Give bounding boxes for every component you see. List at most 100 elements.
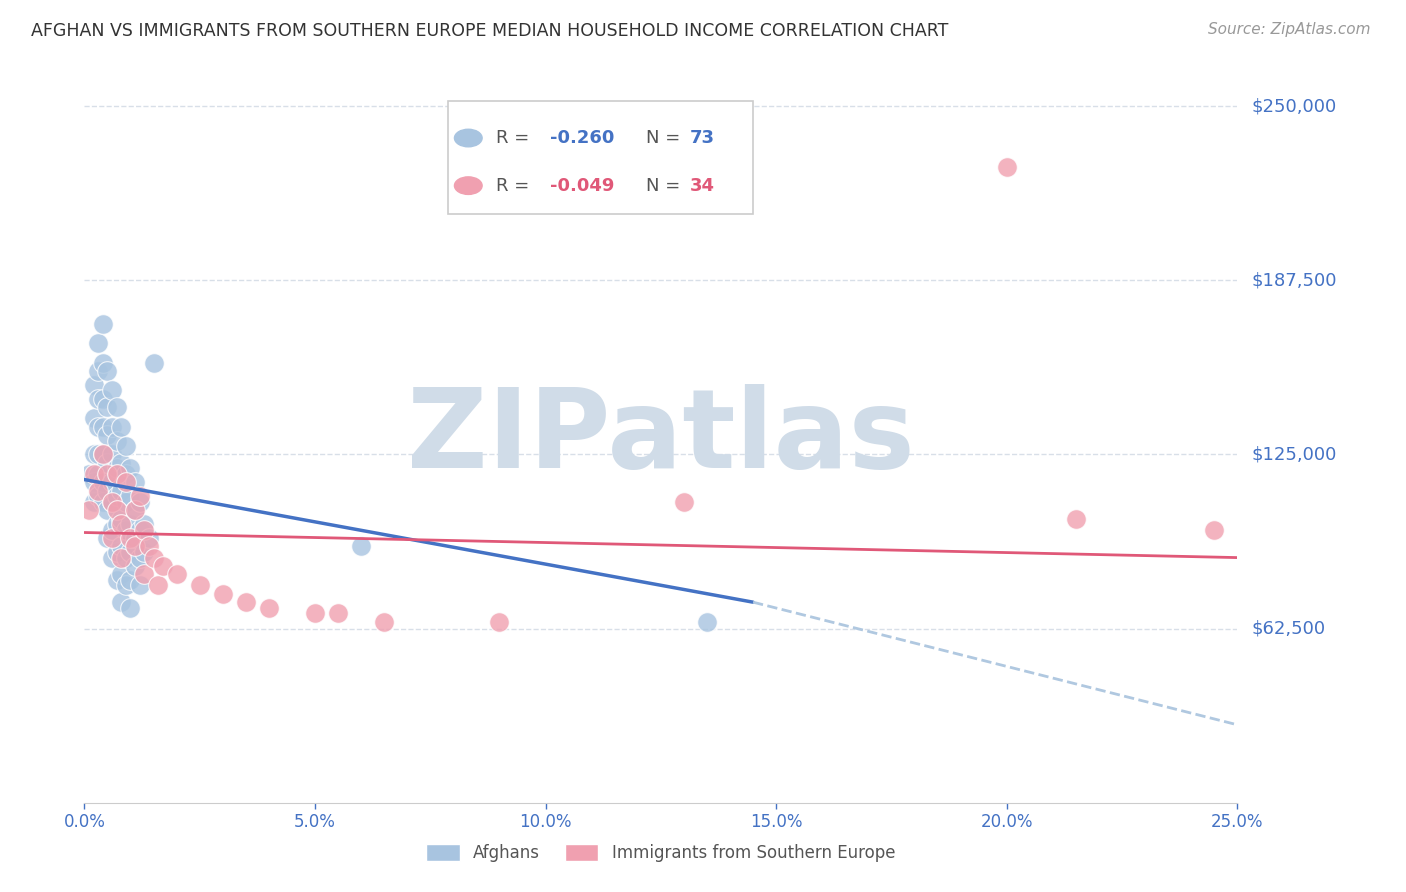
- Point: [105, 467, 128, 481]
- Point: [1204, 523, 1226, 537]
- Point: [120, 531, 142, 545]
- Point: [120, 573, 142, 587]
- Point: [120, 545, 142, 559]
- Point: [91, 392, 114, 406]
- Point: [488, 615, 510, 629]
- Point: [1064, 511, 1087, 525]
- Text: $187,500: $187,500: [1251, 271, 1337, 289]
- Text: $62,500: $62,500: [1251, 620, 1326, 638]
- Point: [120, 461, 142, 475]
- Text: N =: N =: [645, 129, 686, 147]
- Point: [235, 595, 257, 609]
- Point: [96, 456, 118, 470]
- Point: [77, 467, 100, 481]
- Point: [91, 317, 114, 331]
- Point: [124, 531, 146, 545]
- Point: [672, 495, 695, 509]
- Text: -0.260: -0.260: [550, 129, 614, 147]
- Point: [105, 461, 128, 475]
- Point: [83, 448, 105, 462]
- Point: [101, 495, 124, 509]
- Point: [110, 567, 132, 582]
- Text: 34: 34: [690, 177, 714, 194]
- Point: [105, 545, 128, 559]
- Point: [128, 578, 150, 592]
- Point: [87, 489, 110, 503]
- Point: [110, 511, 132, 525]
- Point: [124, 503, 146, 517]
- Point: [91, 475, 114, 490]
- Point: [120, 517, 142, 532]
- Point: [96, 428, 118, 442]
- Point: [101, 419, 124, 434]
- Point: [115, 495, 138, 509]
- Point: [142, 355, 165, 369]
- Point: [696, 615, 718, 629]
- Point: [142, 550, 165, 565]
- Point: [91, 448, 114, 462]
- Point: [128, 495, 150, 509]
- Point: [77, 503, 100, 517]
- Point: [96, 364, 118, 378]
- Point: [110, 419, 132, 434]
- Point: [87, 419, 110, 434]
- Text: R =: R =: [496, 177, 534, 194]
- Point: [134, 517, 156, 532]
- Point: [124, 558, 146, 573]
- Point: [304, 607, 326, 621]
- Point: [91, 419, 114, 434]
- Legend: Afghans, Immigrants from Southern Europe: Afghans, Immigrants from Southern Europe: [420, 837, 901, 869]
- Text: N =: N =: [645, 177, 686, 194]
- Point: [373, 615, 395, 629]
- Point: [110, 550, 132, 565]
- Point: [105, 517, 128, 532]
- Point: [146, 578, 169, 592]
- Point: [83, 377, 105, 392]
- Point: [115, 439, 138, 453]
- Point: [87, 336, 110, 351]
- Point: [105, 400, 128, 414]
- Point: [134, 545, 156, 559]
- Point: [138, 531, 160, 545]
- Point: [138, 540, 160, 554]
- Point: [87, 448, 110, 462]
- Point: [115, 550, 138, 565]
- Point: [105, 434, 128, 448]
- Point: [91, 355, 114, 369]
- Point: [120, 489, 142, 503]
- Point: [105, 489, 128, 503]
- Point: [152, 558, 174, 573]
- Point: [101, 475, 124, 490]
- Point: [115, 578, 138, 592]
- Point: [83, 495, 105, 509]
- Point: [83, 467, 105, 481]
- Point: [91, 448, 114, 462]
- Text: $250,000: $250,000: [1251, 97, 1337, 115]
- Point: [101, 523, 124, 537]
- Point: [115, 523, 138, 537]
- Point: [120, 600, 142, 615]
- Point: [105, 503, 128, 517]
- Point: [96, 400, 118, 414]
- Point: [188, 578, 211, 592]
- Text: AFGHAN VS IMMIGRANTS FROM SOUTHERN EUROPE MEDIAN HOUSEHOLD INCOME CORRELATION CH: AFGHAN VS IMMIGRANTS FROM SOUTHERN EUROP…: [31, 22, 948, 40]
- Point: [105, 573, 128, 587]
- Point: [96, 467, 118, 481]
- Point: [115, 467, 138, 481]
- Point: [87, 364, 110, 378]
- Point: [96, 483, 118, 498]
- Point: [101, 448, 124, 462]
- Text: Source: ZipAtlas.com: Source: ZipAtlas.com: [1208, 22, 1371, 37]
- Point: [350, 540, 373, 554]
- Point: [134, 523, 156, 537]
- Text: 73: 73: [690, 129, 714, 147]
- Point: [128, 523, 150, 537]
- Point: [115, 475, 138, 490]
- Text: ZIPatlas: ZIPatlas: [406, 384, 915, 491]
- Point: [83, 411, 105, 425]
- Point: [110, 517, 132, 532]
- Point: [101, 495, 124, 509]
- Point: [110, 540, 132, 554]
- Point: [326, 607, 349, 621]
- Point: [101, 384, 124, 398]
